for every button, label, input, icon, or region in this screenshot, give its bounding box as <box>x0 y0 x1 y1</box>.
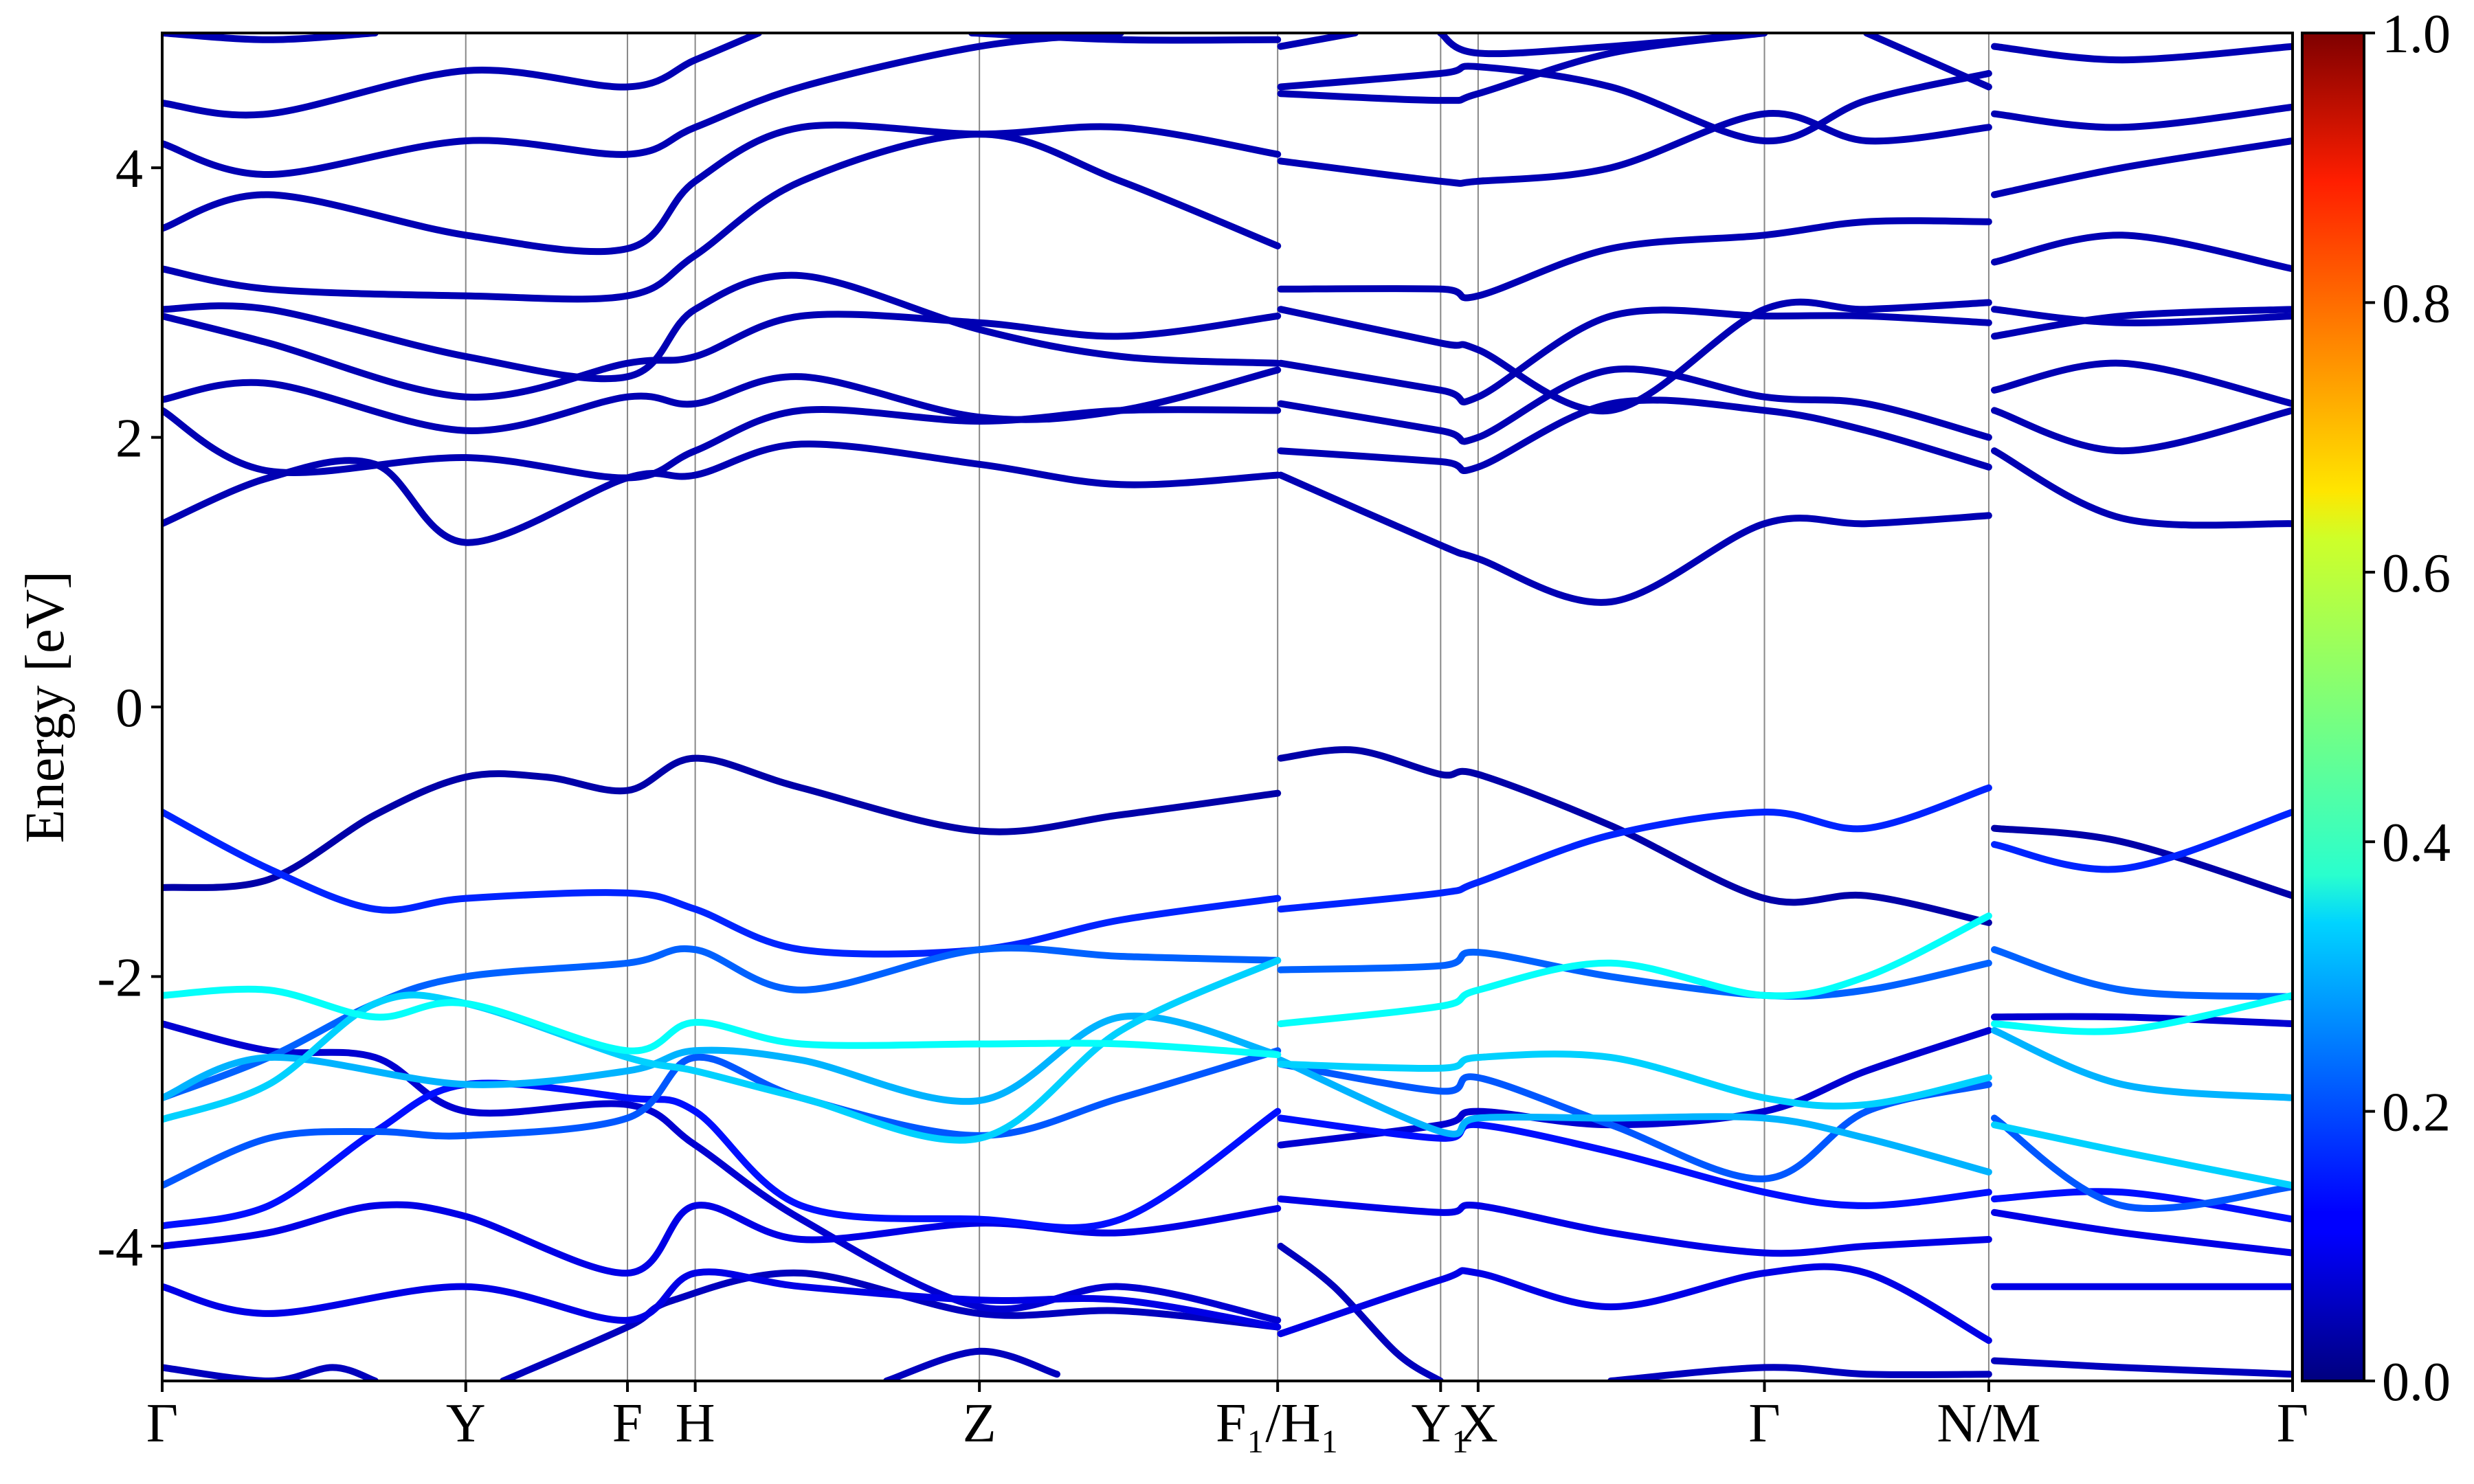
band-line-33 <box>162 1364 379 1381</box>
band-line-60 <box>162 33 1124 179</box>
colorbar-ticks: 0.0 0.2 0.4 0.6 0.8 1.0 <box>2364 4 2451 1413</box>
band-line-66 <box>1991 43 2293 64</box>
band-line-28 <box>1277 1026 1992 1149</box>
colorbar-tick-label-4: 0.8 <box>2382 273 2451 334</box>
band-line-61 <box>1277 63 1992 145</box>
band-line-34 <box>500 1269 1282 1381</box>
band-line-44 <box>1991 407 2293 455</box>
x-tick-label-0: Γ <box>146 1393 178 1454</box>
band-line-11 <box>1991 991 2293 1035</box>
y-tick-label-2: 0 <box>115 678 143 739</box>
band-line-35 <box>883 1347 1060 1381</box>
band-line-41 <box>1991 447 2293 529</box>
x-tick-label-5: F₁/H₁ <box>1216 1393 1339 1454</box>
band-line-29 <box>1991 1013 2293 1028</box>
band-line-30 <box>162 1268 1282 1331</box>
band-line-24 <box>162 1201 1282 1277</box>
band-line-19 <box>1277 1060 1992 1182</box>
band-line-10 <box>1277 912 1992 1028</box>
x-tick-label-1: Y <box>446 1393 486 1454</box>
band-line-59 <box>1991 137 2293 199</box>
band-line-12 <box>162 956 1282 1144</box>
x-axis: Γ Y F H Z F₁/H₁ Y₁X Γ N/M Γ <box>146 1381 2308 1454</box>
band-line-1 <box>1277 746 1992 926</box>
band-line-23 <box>1991 1188 2293 1223</box>
colorbar-tick-label-3: 0.6 <box>2382 543 2451 604</box>
band-line-58 <box>1277 110 1992 187</box>
colorbar: 0.0 0.2 0.4 0.6 0.8 1.0 <box>2301 4 2451 1413</box>
band-line-54 <box>162 131 1282 303</box>
x-tick-label-2: F <box>612 1393 643 1454</box>
band-line-0 <box>162 754 1282 891</box>
colorbar-tick-label-2: 0.4 <box>2382 813 2451 873</box>
plot-area <box>161 32 2294 1382</box>
band-line-69 <box>1277 33 1768 104</box>
band-line-9 <box>162 985 1282 1059</box>
band-line-68 <box>968 33 1282 44</box>
colorbar-gradient <box>2301 32 2365 1382</box>
colorbar-tick-label-0: 0.0 <box>2382 1352 2451 1413</box>
band-line-48 <box>162 311 1282 401</box>
x-tick-label-8: Γ <box>1748 1393 1780 1454</box>
band-line-40 <box>1277 471 1992 606</box>
band-line-55 <box>1277 217 1992 302</box>
band-line-39 <box>162 440 1282 546</box>
band-line-52 <box>1277 298 1992 415</box>
band-line-26 <box>1991 1208 2293 1257</box>
x-tick-label-4: Z <box>963 1393 996 1454</box>
band-line-64 <box>1277 33 1359 50</box>
band-line-45 <box>162 366 1282 434</box>
band-line-38 <box>1991 1357 2293 1378</box>
band-line-4 <box>1277 784 1992 913</box>
x-tick-label-9: N/M <box>1937 1393 2040 1454</box>
band-lines <box>162 33 2293 1381</box>
band-line-21 <box>162 1079 1282 1231</box>
band-line-8 <box>1991 946 2293 1000</box>
x-tick-label-10: Γ <box>2277 1393 2308 1454</box>
band-line-47 <box>1991 359 2293 407</box>
band-line-15 <box>162 1012 1282 1105</box>
band-line-20 <box>1991 1114 2293 1212</box>
y-tick-label-4: 4 <box>115 139 143 199</box>
band-line-16 <box>1277 1057 1992 1176</box>
colorbar-tick-label-5: 1.0 <box>2382 4 2451 65</box>
band-line-56 <box>1991 232 2293 273</box>
band-line-14 <box>1991 1121 2293 1189</box>
band-line-3 <box>162 809 1282 958</box>
band-line-62 <box>1991 103 2293 131</box>
band-line-51 <box>162 271 1282 383</box>
band-line-27 <box>162 1020 1282 1324</box>
band-line-43 <box>1277 396 1992 475</box>
y-axis-title: Energy [eV] <box>15 571 76 843</box>
y-tick-label-0: -4 <box>97 1217 143 1278</box>
band-line-5 <box>1991 809 2293 873</box>
band-line-50 <box>1991 306 2293 340</box>
band-line-22 <box>1277 1114 1992 1209</box>
band-line-36 <box>1277 1242 1444 1381</box>
band-line-25 <box>1277 1195 1992 1257</box>
band-line-57 <box>162 121 1282 256</box>
band-line-2 <box>1991 824 2293 899</box>
colorbar-tick-label-1: 0.2 <box>2382 1083 2451 1143</box>
y-tick-label-3: 2 <box>115 409 143 469</box>
band-line-67 <box>162 33 379 43</box>
x-tick-label-7: X <box>1458 1393 1498 1454</box>
band-line-6 <box>162 944 1282 1101</box>
y-tick-label-1: -2 <box>97 947 143 1008</box>
band-line-37 <box>1607 1364 1992 1381</box>
band-line-63 <box>162 33 762 119</box>
band-line-31 <box>1277 1263 1992 1345</box>
band-line-53 <box>1991 306 2293 326</box>
band-line-7 <box>1277 948 1992 1000</box>
band-line-17 <box>1991 1026 2293 1101</box>
y-axis: -4 -2 0 2 4 <box>97 139 162 1278</box>
x-tick-label-6: Y₁ <box>1411 1393 1470 1454</box>
band-line-49 <box>1277 306 1992 405</box>
x-tick-label-3: H <box>676 1393 715 1454</box>
band-line-46 <box>1277 366 1992 445</box>
band-line-13 <box>1277 1050 1992 1110</box>
band-line-70 <box>1863 33 1992 91</box>
